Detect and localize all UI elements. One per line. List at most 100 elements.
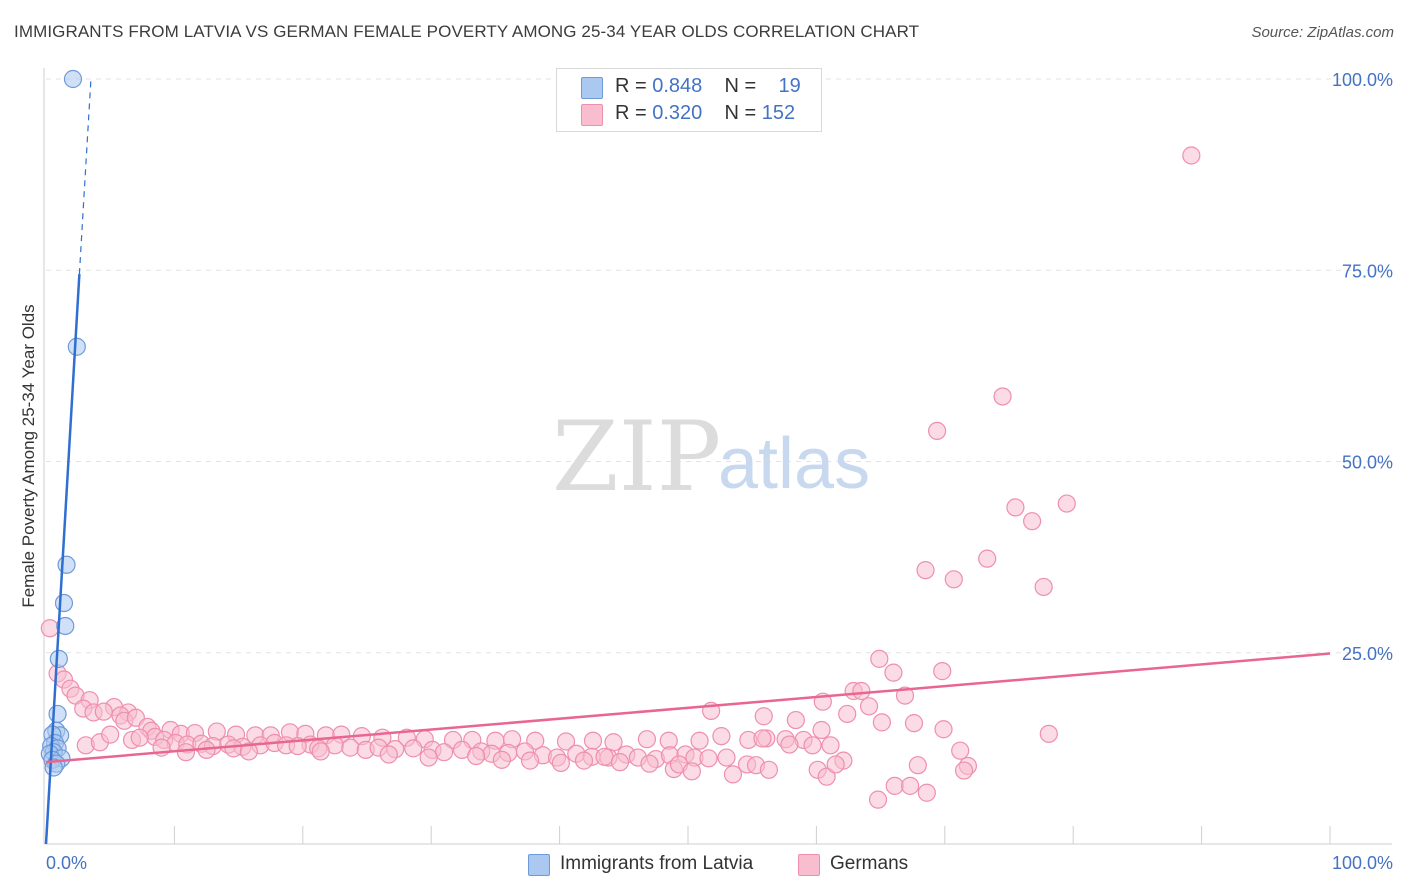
- germans-point[interactable]: [101, 725, 120, 744]
- germans-point[interactable]: [895, 686, 915, 705]
- germans-point[interactable]: [690, 731, 709, 750]
- trend-lines: [44, 78, 1331, 845]
- germans-point[interactable]: [239, 742, 258, 761]
- x-tick-label-min: 0.0%: [46, 853, 87, 873]
- germans-point[interactable]: [759, 760, 778, 779]
- germans-point[interactable]: [467, 746, 486, 766]
- legend-n-value: 19: [778, 75, 801, 97]
- germans-point[interactable]: [817, 767, 836, 786]
- germans-point[interactable]: [604, 733, 623, 752]
- germans-point[interactable]: [699, 749, 718, 768]
- germans-point[interactable]: [944, 570, 963, 589]
- germans-point[interactable]: [927, 421, 947, 440]
- grid-lines: 25.0% 50.0% 75.0% 100.0%: [46, 70, 1393, 664]
- germans-point[interactable]: [1039, 724, 1058, 743]
- germans-point[interactable]: [640, 754, 659, 773]
- germans-point[interactable]: [717, 748, 736, 767]
- germans-point[interactable]: [682, 762, 701, 781]
- germans-point[interactable]: [859, 697, 879, 716]
- germans-point[interactable]: [885, 776, 904, 795]
- germans-point[interactable]: [434, 743, 454, 762]
- germans-point[interactable]: [916, 561, 935, 580]
- legend-r-value: 0.320: [652, 102, 703, 124]
- germans-point[interactable]: [838, 704, 857, 724]
- germans-point[interactable]: [130, 728, 149, 747]
- germans-point[interactable]: [1057, 494, 1076, 513]
- y-tick-label: 25.0%: [1342, 644, 1393, 664]
- y-axis-label: Female Poverty Among 25-34 Year Olds: [19, 304, 38, 607]
- germans-point[interactable]: [583, 731, 603, 750]
- germans-point[interactable]: [341, 738, 360, 757]
- latvia-point[interactable]: [67, 337, 86, 356]
- germans-point[interactable]: [872, 713, 891, 732]
- latvia-point[interactable]: [56, 616, 75, 636]
- germans-point[interactable]: [978, 549, 997, 568]
- germans-point[interactable]: [901, 776, 920, 795]
- germans-point[interactable]: [40, 619, 59, 638]
- germans-point[interactable]: [753, 729, 772, 748]
- germans-point[interactable]: [176, 743, 196, 762]
- germans-point[interactable]: [404, 739, 423, 758]
- y-tick-label: 50.0%: [1342, 453, 1393, 473]
- germans-point[interactable]: [951, 741, 970, 760]
- x-tick-label-max: 100.0%: [1332, 853, 1393, 873]
- germans-point[interactable]: [917, 783, 936, 802]
- latvia-point[interactable]: [48, 704, 67, 724]
- germans-point[interactable]: [884, 663, 903, 682]
- germans-point[interactable]: [311, 742, 330, 761]
- germans-point[interactable]: [954, 761, 974, 780]
- legend-n-value: 152: [761, 102, 796, 124]
- source-label[interactable]: Source: ZipAtlas.com: [1251, 24, 1394, 41]
- legend-swatch-latvia: [581, 77, 603, 99]
- germans-point[interactable]: [492, 750, 511, 769]
- germans-point[interactable]: [933, 662, 952, 681]
- germans-point[interactable]: [556, 732, 576, 751]
- germans-point[interactable]: [712, 727, 731, 746]
- germans-point[interactable]: [1006, 498, 1025, 517]
- germans-point[interactable]: [870, 649, 889, 668]
- germans-point[interactable]: [786, 710, 805, 730]
- germans-point[interactable]: [637, 730, 657, 749]
- germans-point[interactable]: [868, 790, 888, 809]
- y-tick-label: 75.0%: [1342, 261, 1393, 281]
- latvia-point[interactable]: [49, 649, 68, 668]
- axes: [43, 68, 1392, 845]
- germans-point[interactable]: [1182, 146, 1201, 165]
- germans-point[interactable]: [904, 714, 924, 733]
- chart-title: IMMIGRANTS FROM LATVIA VS GERMAN FEMALE …: [14, 22, 920, 41]
- bottom-legend-label-latvia: Immigrants from Latvia: [560, 853, 754, 874]
- germans-point[interactable]: [723, 765, 743, 784]
- germans-point[interactable]: [754, 707, 773, 726]
- germans-point[interactable]: [812, 720, 831, 740]
- germans-point[interactable]: [379, 745, 398, 764]
- germans-point[interactable]: [821, 736, 840, 755]
- germans-point[interactable]: [224, 739, 243, 758]
- germans-point[interactable]: [780, 735, 799, 754]
- legend-r-label: R =: [615, 75, 647, 97]
- watermark: ZIP atlas: [552, 401, 870, 513]
- germans-point[interactable]: [993, 387, 1012, 406]
- bottom-legend-label-germans: Germans: [830, 853, 909, 874]
- germans-trend-line: [45, 652, 1331, 764]
- germans-point[interactable]: [94, 702, 113, 721]
- germans-point[interactable]: [610, 753, 630, 772]
- germans-point[interactable]: [803, 736, 822, 755]
- latvia-point[interactable]: [57, 555, 76, 574]
- latvia-point[interactable]: [54, 593, 74, 613]
- germans-point[interactable]: [852, 681, 871, 701]
- germans-point[interactable]: [574, 751, 594, 770]
- germans-point[interactable]: [934, 720, 953, 739]
- bottom-legend-swatch-latvia: [528, 854, 550, 876]
- germans-point[interactable]: [419, 748, 438, 767]
- germans-point[interactable]: [595, 747, 614, 766]
- germans-point[interactable]: [551, 753, 570, 773]
- germans-point[interactable]: [908, 756, 927, 775]
- germans-point[interactable]: [520, 751, 540, 770]
- latvia-point[interactable]: [63, 69, 83, 89]
- legend-r-label: R =: [615, 102, 647, 124]
- germans-point[interactable]: [1034, 577, 1053, 597]
- germans-point[interactable]: [826, 755, 845, 774]
- germans-point[interactable]: [1023, 512, 1042, 531]
- axis-labels: Female Poverty Among 25-34 Year Olds 0.0…: [19, 304, 1393, 873]
